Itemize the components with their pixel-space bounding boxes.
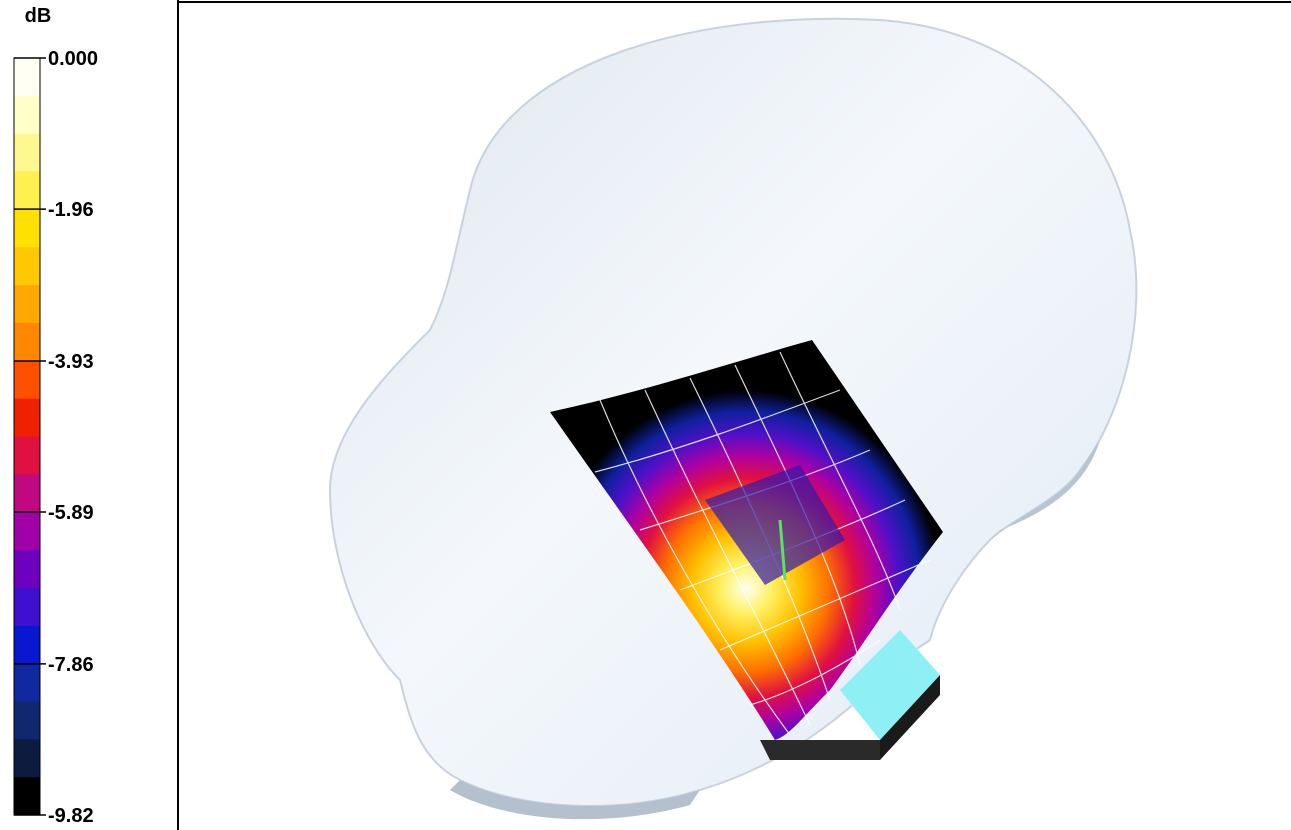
colorbar-tick-label: -1.96: [48, 199, 94, 221]
colorbar-band: [14, 133, 40, 173]
colorbar-band: [14, 360, 40, 400]
colorbar-band: [14, 247, 40, 286]
colorbar-band: [14, 663, 40, 702]
measurement-patch: [550, 340, 943, 740]
colorbar-band: [14, 587, 40, 627]
colorbar-tick-label: -7.86: [48, 654, 94, 676]
phone-device: [760, 630, 940, 760]
render-frame: [177, 0, 1291, 830]
colorbar-band: [14, 739, 40, 778]
colorbar-band: [14, 322, 40, 362]
colorbar-band: [14, 171, 40, 210]
colorbar-tick-label: -9.82: [48, 805, 94, 827]
colorbar-band: [14, 474, 40, 513]
colorbar-unit: dB: [25, 5, 52, 27]
colorbar-band: [14, 95, 40, 135]
colorbar-band: [14, 777, 40, 816]
colorbar-band: [14, 436, 40, 475]
colorbar-tick-label: -5.89: [48, 502, 94, 524]
colorbar-band: [14, 625, 40, 665]
colorbar-band: [14, 209, 40, 248]
colorbar-band: [14, 550, 40, 589]
colorbar-band: [14, 398, 40, 437]
colorbar-band: [14, 701, 40, 740]
colorbar-band: [14, 285, 40, 324]
colorbar-tick-label: -3.93: [48, 351, 94, 373]
colorbar-tick-label: 0.000: [48, 48, 98, 70]
colorbar-band: [14, 58, 40, 97]
colorbar-band: [14, 512, 40, 551]
